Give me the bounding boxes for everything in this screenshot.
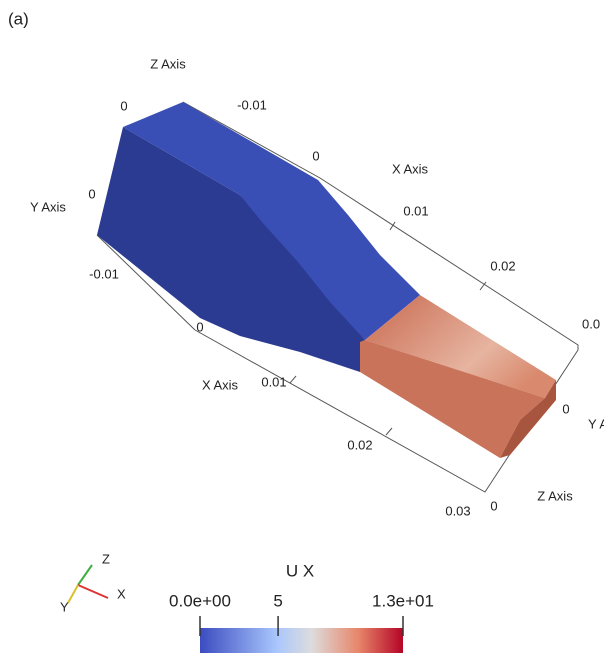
axis-title: Y A — [588, 416, 604, 431]
axis-tick-label: 0.01 — [261, 374, 286, 389]
triad-label: X — [117, 586, 126, 601]
axis-tick-label: 0 — [562, 401, 569, 416]
axis-tick-label: 0.01 — [403, 203, 428, 218]
colorbar-tick-label: 0.0e+00 — [169, 591, 231, 610]
axis-tick-label: -0.01 — [89, 266, 119, 281]
axis-tick-label: 0.02 — [490, 258, 515, 273]
axis-tick — [290, 376, 296, 383]
colorbar-title: U X — [286, 561, 314, 580]
axis-tick-label: 0.02 — [347, 437, 372, 452]
colorbar-gradient — [200, 628, 403, 653]
axis-title: X Axis — [202, 377, 239, 392]
colorbar: U X 0.0e+00 5 1.3e+01 — [169, 561, 434, 653]
axis-tick-label: 0 — [312, 148, 319, 163]
triad-y — [68, 585, 78, 603]
orientation-axes: Z X Y — [60, 551, 126, 614]
axis-title: Z Axis — [150, 56, 186, 71]
colorbar-tick-label: 1.3e+01 — [372, 591, 434, 610]
axis-tick-label: 0 — [196, 319, 203, 334]
axis-tick-label: 0 — [120, 98, 127, 113]
axis-title: Y Axis — [30, 199, 66, 214]
colorbar-tick-label: 5 — [273, 591, 282, 610]
triad-x — [78, 585, 108, 598]
axis-tick-label: 0 — [88, 186, 95, 201]
triad-label: Y — [60, 599, 69, 614]
geometry — [97, 102, 556, 458]
axis-tick-label: -0.01 — [237, 97, 267, 112]
triad-z — [78, 565, 92, 585]
axis-tick-label: 0 — [490, 498, 497, 513]
axis-tick — [386, 428, 392, 435]
axis-tick-label: 0.03 — [445, 503, 470, 518]
render-view: (a) Z Axis Y Axis X Axis X Axis Z Axis Y A 0 -0… — [0, 0, 604, 653]
axis-title: Z Axis — [537, 488, 573, 503]
axis-tick-label: 0.0 — [582, 316, 600, 331]
axis-title: X Axis — [392, 161, 429, 176]
triad-label: Z — [102, 551, 110, 566]
panel-label: (a) — [8, 9, 29, 28]
